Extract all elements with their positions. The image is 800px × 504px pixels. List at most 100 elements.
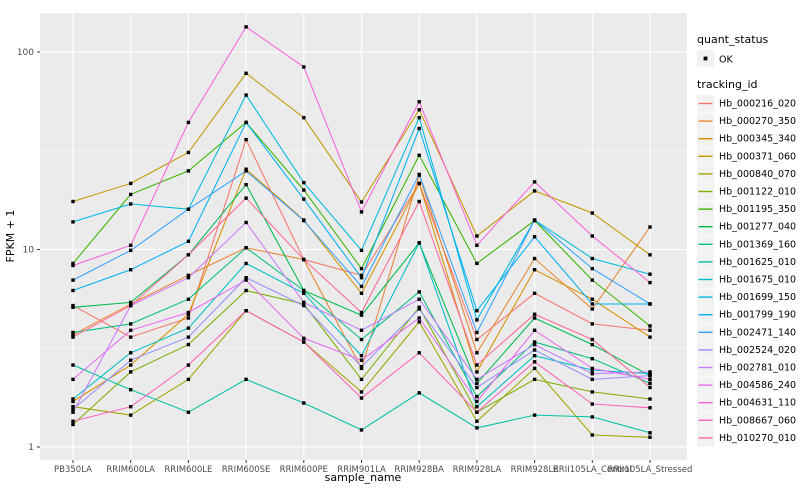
data-point	[244, 120, 248, 125]
data-point	[532, 235, 537, 239]
data-point	[244, 288, 248, 293]
data-point	[359, 353, 364, 358]
x-tick-label: RRII105LA_Stressed	[608, 465, 693, 475]
data-point	[302, 340, 306, 344]
data-point	[648, 253, 652, 257]
data-point	[244, 169, 248, 173]
x-axis-title: sample_name	[325, 471, 402, 484]
data-point	[648, 381, 652, 386]
data-point	[129, 335, 133, 339]
data-point	[244, 275, 248, 280]
data-point	[302, 197, 306, 201]
data-point	[302, 300, 306, 305]
data-point	[186, 120, 191, 125]
data-point	[244, 137, 248, 142]
legend-label-tracking-id: Hb_001675_010	[719, 275, 796, 286]
data-point	[244, 196, 248, 200]
data-point	[648, 406, 652, 410]
x-tick-label: RRIM928BA	[394, 465, 444, 475]
data-point	[186, 253, 191, 257]
x-tick-label: PB350LA	[54, 465, 92, 475]
data-point	[417, 172, 421, 177]
data-point	[359, 328, 364, 332]
data-point	[129, 388, 133, 392]
data-point	[648, 370, 652, 374]
data-point	[186, 273, 191, 278]
data-point	[359, 200, 364, 204]
data-point	[302, 303, 306, 308]
legend-label-tracking-id: Hb_000371_060	[719, 151, 796, 162]
data-point	[475, 404, 479, 409]
data-point	[71, 397, 75, 401]
data-point	[590, 366, 594, 371]
data-point	[71, 278, 75, 282]
data-point	[475, 410, 479, 414]
data-point	[532, 342, 537, 347]
data-point	[186, 297, 191, 301]
data-point	[244, 261, 248, 266]
data-point	[302, 257, 306, 262]
legend-label-tracking-id: Hb_008667_060	[719, 415, 796, 426]
data-point	[590, 368, 594, 372]
legend-label-tracking-id: Hb_001369_160	[719, 239, 796, 250]
data-point	[417, 307, 421, 311]
data-point	[475, 351, 479, 355]
data-point	[129, 303, 133, 308]
data-point	[129, 243, 133, 248]
data-point	[532, 312, 537, 316]
data-point	[359, 377, 364, 382]
data-point	[129, 370, 133, 374]
y-tick-label: 1	[28, 443, 34, 453]
legend-label-tracking-id: Hb_001195_350	[719, 204, 796, 215]
data-point	[186, 239, 191, 244]
data-point	[71, 363, 75, 367]
legend-label-tracking-id: Hb_001277_040	[719, 222, 796, 233]
data-point	[475, 363, 479, 367]
legend-label-tracking-id: Hb_001799_190	[719, 310, 796, 321]
data-point	[359, 310, 364, 315]
data-point	[475, 337, 479, 342]
data-point	[71, 288, 75, 293]
data-point	[359, 210, 364, 214]
data-point	[71, 404, 75, 409]
data-point	[359, 390, 364, 394]
data-point	[417, 351, 421, 355]
data-point	[71, 407, 75, 412]
data-point	[302, 65, 306, 69]
data-point	[417, 199, 421, 204]
data-point	[359, 428, 364, 432]
data-point	[186, 335, 191, 339]
y-tick-label: 100	[17, 48, 34, 58]
data-point	[129, 248, 133, 253]
legend-label-tracking-id: Hb_000270_350	[719, 116, 796, 127]
data-point	[648, 372, 652, 376]
data-point	[417, 391, 421, 395]
data-point	[244, 308, 248, 313]
data-point	[532, 377, 537, 382]
legend-label-tracking-id: Hb_002781_010	[719, 363, 796, 374]
legend-label-ok: OK	[719, 55, 733, 66]
x-tick-label: RRIM901LA	[337, 465, 386, 475]
legend-label-tracking-id: Hb_001699_150	[719, 292, 796, 303]
data-point	[71, 399, 75, 404]
data-point	[71, 419, 75, 423]
data-point	[590, 337, 594, 342]
data-point	[186, 410, 191, 414]
data-point	[302, 180, 306, 185]
data-point	[475, 381, 479, 386]
data-point	[302, 401, 306, 405]
data-point	[129, 181, 133, 186]
data-point	[71, 263, 75, 268]
legend-label-tracking-id: Hb_000840_070	[719, 169, 796, 180]
data-point	[244, 182, 248, 187]
data-point	[417, 126, 421, 131]
data-point	[186, 316, 191, 320]
data-point	[475, 426, 479, 430]
data-point	[590, 302, 594, 306]
data-point	[532, 291, 537, 296]
x-tick-label: RRIM600PE	[280, 465, 328, 475]
data-point	[129, 358, 133, 362]
data-point	[302, 288, 306, 293]
data-point	[244, 71, 248, 76]
data-point	[590, 266, 594, 271]
